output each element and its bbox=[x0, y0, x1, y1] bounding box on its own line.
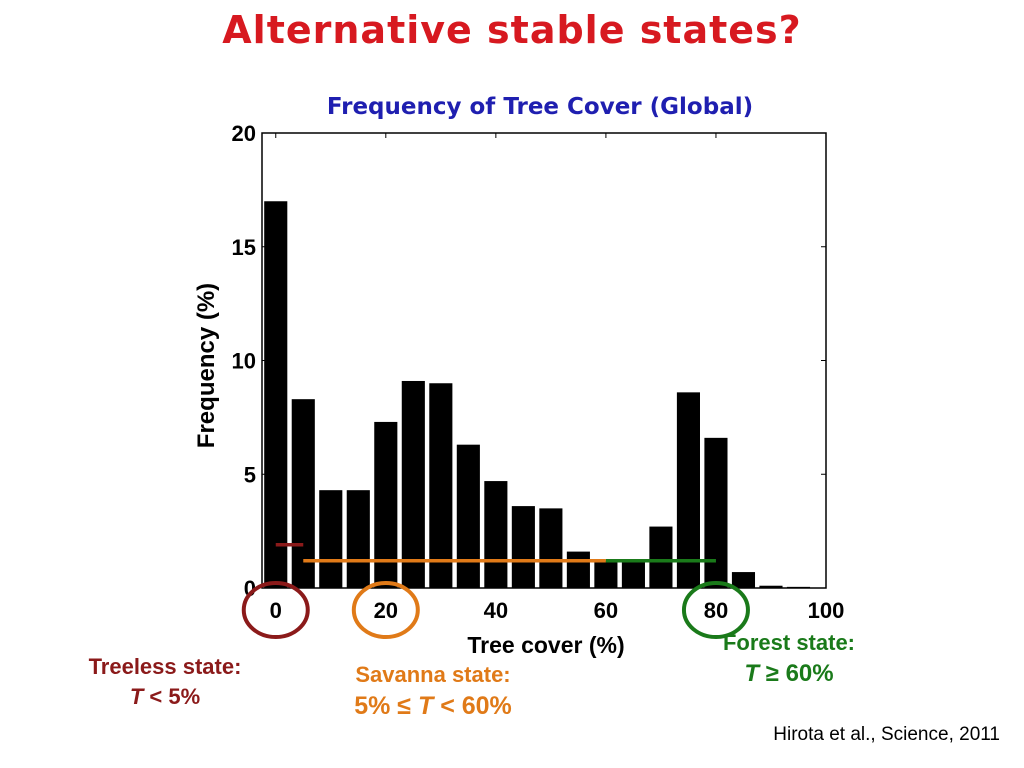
bars-layer bbox=[264, 201, 811, 588]
histogram-bar bbox=[374, 421, 398, 588]
forest-state-rule: T ≥ 60% bbox=[744, 660, 834, 687]
histogram-bar bbox=[401, 380, 425, 588]
savanna-state-label: Savanna state: 5% ≤ T < 60% bbox=[308, 662, 558, 721]
histogram-bar bbox=[731, 572, 756, 588]
y-tick-label: 5 bbox=[244, 462, 256, 487]
citation: Hirota et al., Science, 2011 bbox=[773, 724, 1000, 745]
x-tick-label: 60 bbox=[594, 598, 618, 623]
histogram-bar bbox=[759, 585, 783, 588]
histogram-bar bbox=[291, 399, 315, 588]
forest-state-label: Forest state: T ≥ 60% bbox=[664, 630, 914, 688]
treeless-circle-marker bbox=[241, 581, 310, 639]
state-circles bbox=[241, 581, 750, 639]
histogram-bar bbox=[456, 444, 480, 588]
histogram-bar bbox=[319, 490, 343, 588]
histogram-bar bbox=[594, 560, 618, 588]
y-tick-label: 15 bbox=[232, 235, 256, 260]
treeless-state-name: Treeless state: bbox=[88, 654, 242, 679]
histogram-bar bbox=[264, 201, 288, 588]
x-tick-label: 80 bbox=[704, 598, 728, 623]
histogram-bar bbox=[704, 437, 728, 588]
histogram-bar bbox=[484, 481, 508, 588]
chart-title: Frequency of Tree Cover (Global) bbox=[326, 94, 754, 120]
y-tick-label: 20 bbox=[232, 121, 256, 146]
treeless-state-rule: T < 5% bbox=[129, 684, 201, 709]
histogram-bar bbox=[346, 490, 370, 588]
savanna-circle-marker bbox=[351, 581, 420, 639]
histogram-bar bbox=[621, 560, 645, 588]
x-tick-label: 0 bbox=[270, 598, 282, 623]
state-range-lines bbox=[275, 543, 716, 563]
y-tick-label: 10 bbox=[232, 349, 256, 374]
slide-title: Alternative stable states? bbox=[222, 8, 802, 52]
forest-circle-marker bbox=[681, 581, 750, 639]
savanna-state-name: Savanna state: bbox=[355, 662, 511, 687]
x-tick-label: 100 bbox=[808, 598, 845, 623]
y-axis-label: Frequency (%) bbox=[193, 283, 220, 448]
histogram-bar bbox=[676, 392, 700, 588]
savanna-state-rule: 5% ≤ T < 60% bbox=[354, 692, 512, 720]
x-tick-label: 20 bbox=[374, 598, 398, 623]
histogram-bar bbox=[566, 551, 590, 588]
x-tick-label: 40 bbox=[484, 598, 508, 623]
histogram-bar bbox=[649, 526, 673, 588]
histogram-bar bbox=[429, 383, 453, 588]
x-axis-label: Tree cover (%) bbox=[467, 632, 624, 658]
histogram-bar bbox=[511, 506, 535, 588]
treeless-state-label: Treeless state: T < 5% bbox=[40, 654, 290, 710]
histogram-bar bbox=[539, 508, 563, 588]
forest-state-name: Forest state: bbox=[722, 630, 856, 655]
